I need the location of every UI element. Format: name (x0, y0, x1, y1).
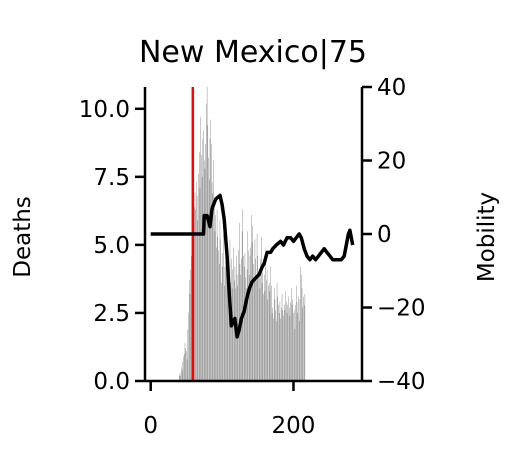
mobility-series-line (150, 193, 355, 339)
x-tick-label: 0 (143, 413, 158, 439)
y2-tick-label: 40 (377, 75, 406, 101)
y2-tick-label: 20 (377, 149, 406, 175)
deaths-bars (179, 87, 306, 382)
y-tick-label: 7.5 (93, 165, 130, 191)
axes: 0.0 2.5 5.0 7.5 10.0 −40 −20 0 20 40 0 200 (79, 75, 426, 439)
y-tick-label: 5.0 (93, 233, 130, 259)
chart-title: New Mexico|75 (139, 35, 367, 70)
y2-tick-label: 0 (377, 222, 392, 248)
y-tick-label: 0.0 (93, 369, 130, 395)
y2-tick-label: −20 (377, 296, 426, 322)
y-tick-label: 2.5 (93, 301, 130, 327)
y2-tick-label: −40 (377, 369, 426, 395)
y-tick-label: 10.0 (79, 97, 130, 123)
y-axis-label: Deaths (10, 196, 36, 278)
y2-axis-label: Mobility (474, 192, 500, 282)
x-tick-label: 200 (272, 413, 316, 439)
